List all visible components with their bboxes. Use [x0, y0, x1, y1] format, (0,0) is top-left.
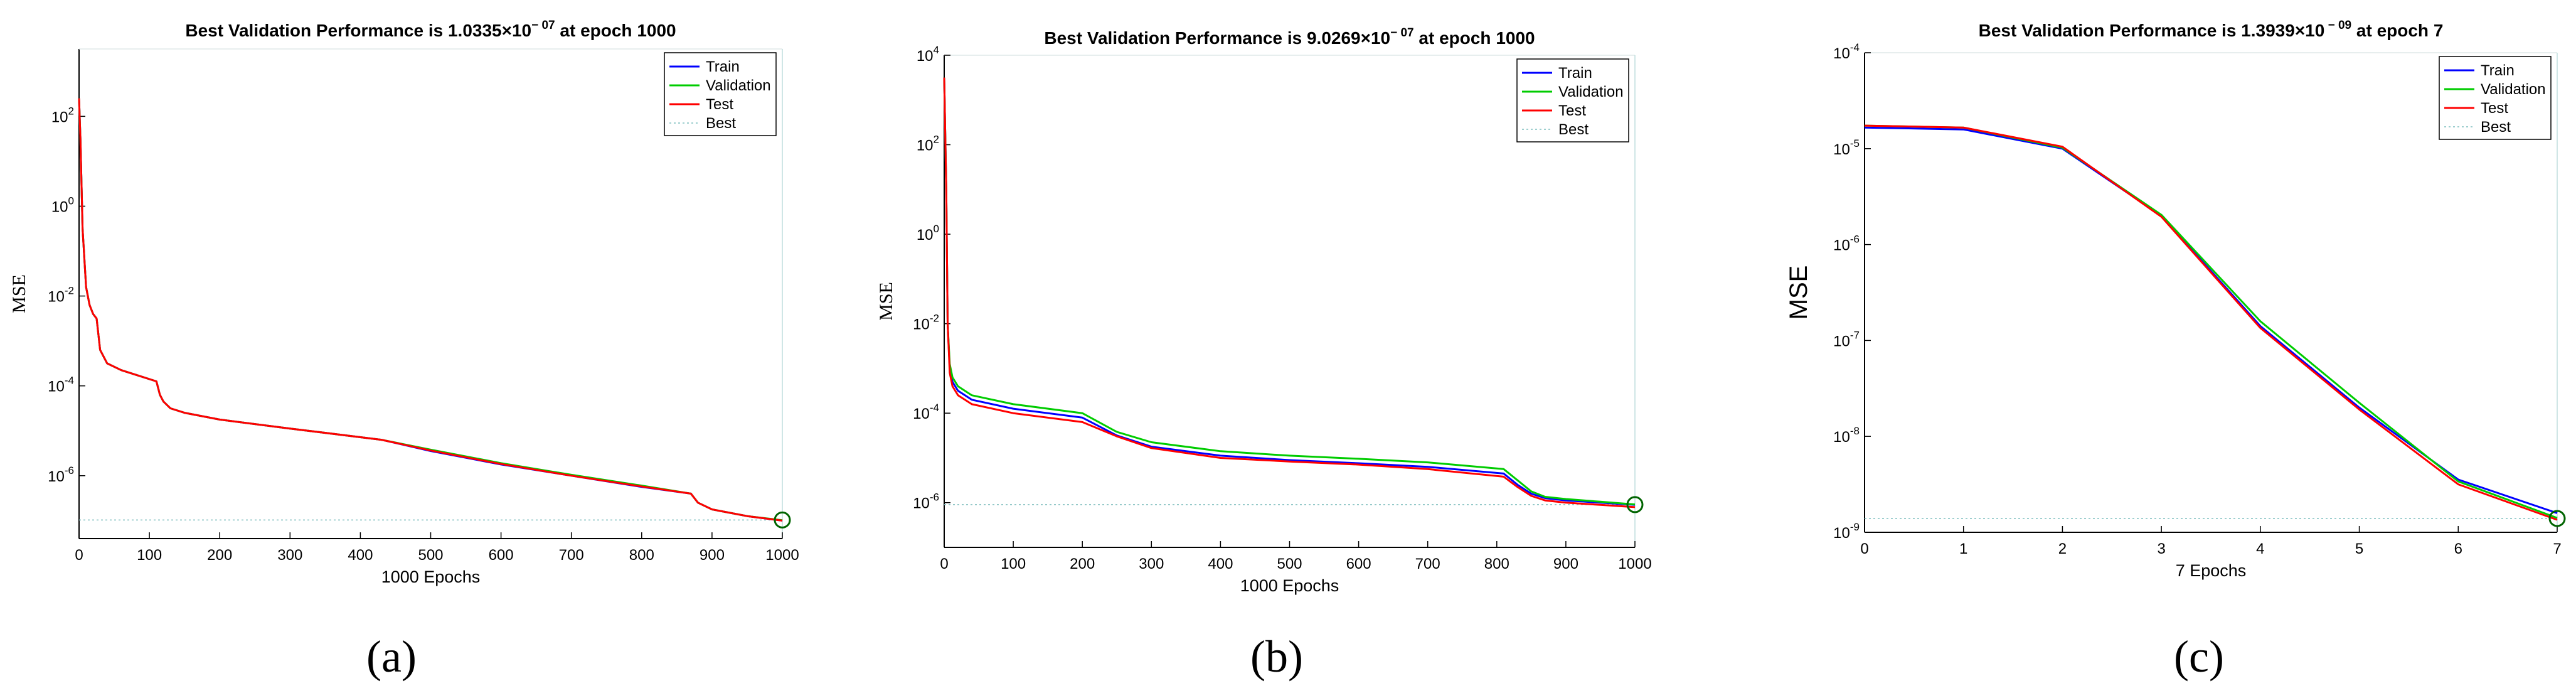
chart-c-ytick-label: 10-6	[1833, 234, 1860, 254]
chart-b-legend-label-validation: Validation	[1558, 83, 1624, 100]
chart-a-xlabel: 1000 Epochs	[381, 567, 481, 586]
chart-a-series-validation	[78, 98, 783, 522]
chart-c-ytick-label: 10-4	[1833, 41, 1860, 62]
chart-c-xtick-label: 5	[2355, 540, 2363, 557]
chart-c-legend-label-train: Train	[2481, 62, 2515, 79]
chart-a-ytick-label: 10-2	[48, 285, 74, 306]
caption-a: (a)	[366, 631, 417, 682]
chart-c-xtick-label: 1	[1959, 540, 1967, 557]
chart-b-series-validation	[943, 77, 1636, 506]
chart-a-ylabel: MSE	[9, 274, 29, 313]
chart-c-ytick-label: 10-7	[1833, 329, 1860, 350]
chart-a-xtick-label: 800	[629, 547, 654, 564]
chart-a-legend-label-test: Test	[706, 96, 733, 113]
chart-c-series-validation	[1864, 124, 2558, 519]
chart-b-xtick-label: 200	[1070, 556, 1095, 572]
chart-b-ytick-label: 100	[917, 223, 939, 244]
chart-b-xtick-label: 100	[1001, 556, 1026, 572]
chart-a-xtick-label: 1000	[765, 547, 799, 564]
chart-a-xtick-label: 900	[700, 547, 725, 564]
chart-b-xtick-label: 400	[1208, 556, 1233, 572]
chart-c-best-marker	[2548, 510, 2566, 527]
chart-a-title: Best Validation Performance is 1.0335×10…	[185, 19, 676, 40]
chart-b-legend-label-train: Train	[1558, 65, 1592, 82]
chart-a-best-marker	[774, 511, 791, 529]
chart-b-ytick-label: 10-6	[913, 492, 939, 512]
chart-c-series-test	[1864, 124, 2558, 521]
chart-a-xtick-label: 400	[348, 547, 373, 564]
chart-b-xtick-label: 500	[1277, 556, 1302, 572]
chart-b-xtick-label: 900	[1553, 556, 1578, 572]
chart-b-legend-label-best: Best	[1558, 121, 1589, 138]
chart-a-xtick-label: 700	[559, 547, 584, 564]
chart-a-series-test	[78, 98, 783, 522]
chart-b-ytick-label: 102	[917, 134, 939, 154]
chart-c-series-train	[1864, 126, 2558, 514]
chart-a-xtick-label: 600	[489, 547, 514, 564]
chart-c-ytick-label: 10-8	[1833, 425, 1860, 446]
chart-a-ytick-label: 100	[51, 195, 74, 215]
chart-c-xtick-label: 7	[2553, 540, 2561, 557]
chart-c-legend-label-test: Test	[2481, 100, 2508, 117]
chart-a-ytick-label: 10-6	[48, 465, 74, 485]
chart-a-series-train	[78, 98, 783, 522]
chart-b-xtick-label: 300	[1139, 556, 1164, 572]
chart-c-xtick-label: 2	[2058, 540, 2067, 557]
chart-c-xtick-label: 4	[2256, 540, 2264, 557]
chart-a: Best Validation Performance is 1.0335×10…	[9, 19, 799, 586]
chart-b: Best Validation Performance is 9.0269×10…	[876, 26, 1652, 595]
chart-b-xtick-label: 600	[1346, 556, 1371, 572]
caption-b: (b)	[1250, 631, 1303, 682]
chart-c-xtick-label: 3	[2157, 540, 2165, 557]
chart-c-xtick-label: 0	[1860, 540, 1868, 557]
chart-b-best-marker	[1626, 496, 1644, 513]
chart-c-ytick-label: 10-9	[1833, 521, 1860, 542]
chart-a-xtick-label: 300	[277, 547, 302, 564]
chart-b-ytick-label: 10-2	[913, 313, 939, 333]
chart-a-legend-label-train: Train	[706, 58, 740, 75]
chart-c-xtick-label: 6	[2454, 540, 2462, 557]
chart-b-xtick-label: 700	[1415, 556, 1440, 572]
chart-b-title: Best Validation Performance is 9.0269×10…	[1044, 26, 1535, 48]
chart-c-ytick-label: 10-5	[1833, 137, 1860, 158]
chart-b-ytick-label: 104	[917, 44, 939, 65]
chart-b-xtick-label: 800	[1484, 556, 1509, 572]
chart-b-legend-label-test: Test	[1558, 102, 1586, 119]
chart-c-title: Best Validation Performance is 1.3939×10…	[1979, 19, 2444, 40]
chart-c-legend-label-best: Best	[2481, 119, 2511, 136]
chart-a-legend-label-validation: Validation	[706, 77, 771, 94]
chart-b-xtick-label: 0	[940, 556, 948, 572]
chart-c-xlabel: 7 Epochs	[2176, 561, 2247, 580]
chart-c: Best Validation Performance is 1.3939×10…	[1785, 19, 2566, 580]
chart-a-legend-label-best: Best	[706, 115, 736, 132]
chart-b-xlabel: 1000 Epochs	[1240, 576, 1339, 595]
chart-a-xtick-label: 200	[207, 547, 232, 564]
chart-a-xtick-label: 500	[418, 547, 443, 564]
chart-b-xtick-label: 1000	[1618, 556, 1651, 572]
chart-a-xtick-label: 100	[137, 547, 162, 564]
chart-a-ytick-label: 102	[51, 105, 74, 126]
chart-a-xtick-label: 0	[75, 547, 83, 564]
chart-b-series-test	[943, 77, 1636, 508]
caption-c: (c)	[2174, 631, 2224, 682]
chart-c-ylabel: MSE	[1785, 266, 1812, 320]
chart-c-legend-label-validation: Validation	[2481, 81, 2546, 98]
chart-b-ylabel: MSE	[876, 282, 897, 321]
chart-a-ytick-label: 10-4	[48, 375, 74, 395]
chart-b-ytick-label: 10-4	[913, 402, 939, 422]
